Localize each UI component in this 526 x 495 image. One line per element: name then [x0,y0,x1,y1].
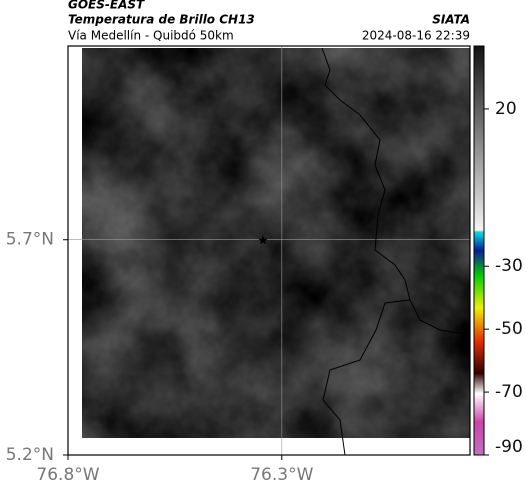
station-marker: ★ [257,234,269,249]
x-tick-label: 76.3°W [250,465,313,485]
x-tick-label: 76.8°W [36,465,99,485]
title: Temperatura de Brillo CH13 [68,13,255,27]
datetime: 2024-08-16 22:39 [362,29,470,43]
y-tick-label: 5.2°N [6,445,54,465]
colorbar [473,45,485,456]
map-frame [67,45,471,456]
boundary [322,299,411,456]
colorbar-tick-label: -70 [495,382,523,402]
source: SIATA [432,13,470,27]
y-tick-label: 5.7°N [6,230,54,250]
cloud-texture [82,48,470,438]
colorbar-tick-label: -90 [495,437,523,457]
colorbar-tick-label: -50 [495,319,523,339]
colorbar-tick-label: -30 [495,256,523,276]
boundary [321,47,471,336]
satellite: GOES-EAST [68,0,145,12]
subtitle: Vía Medellín - Quibdó 50km [68,29,234,43]
colorbar-tick-label: 20 [495,99,517,119]
